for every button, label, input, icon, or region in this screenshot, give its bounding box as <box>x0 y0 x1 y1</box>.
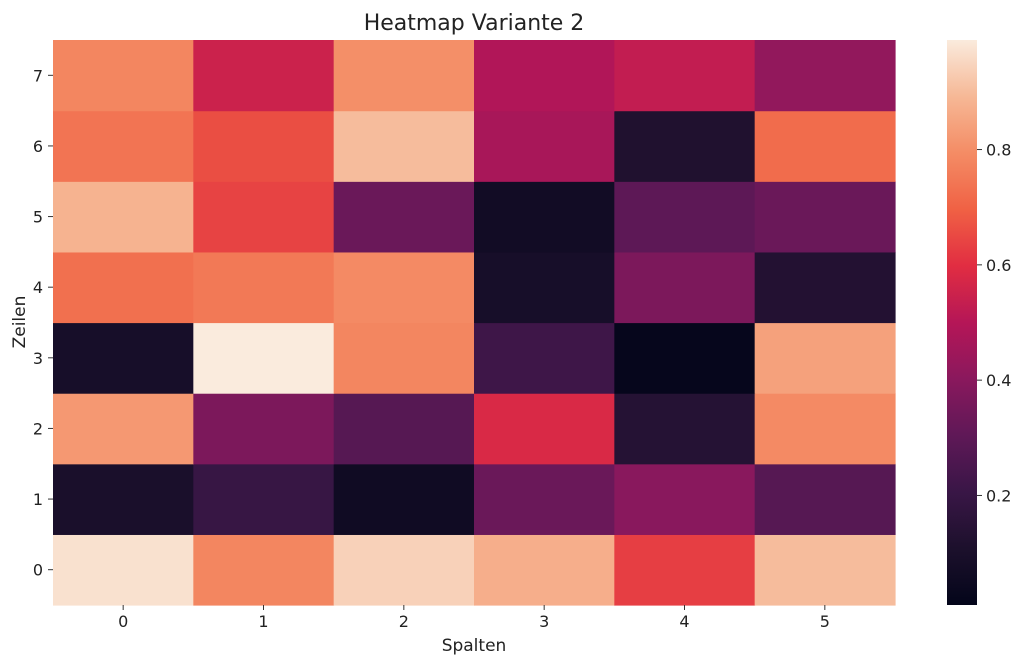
heatmap-cell <box>333 322 475 394</box>
heatmap-cell <box>333 463 475 535</box>
heatmap-cell <box>333 393 475 465</box>
heatmap-cell <box>53 534 194 606</box>
colorbar <box>947 40 977 605</box>
heatmap-cell <box>333 40 475 112</box>
x-tick-label: 2 <box>399 612 409 631</box>
y-tick-label: 4 <box>33 278 43 297</box>
chart-title: Heatmap Variante 2 <box>364 11 585 36</box>
heatmap-cell <box>474 534 615 606</box>
heatmap-cell <box>614 463 756 535</box>
heatmap-cell <box>193 393 335 465</box>
heatmap-cell <box>754 393 896 465</box>
heatmap-cell <box>193 40 335 112</box>
heatmap-cell <box>193 110 335 182</box>
heatmap-cell <box>474 40 615 112</box>
y-axis-title: Zeilen <box>10 296 30 349</box>
heatmap-cell <box>193 322 335 394</box>
heatmap-cell <box>474 393 615 465</box>
colorbar-tick-label: 0.6 <box>986 256 1011 275</box>
y-tick-label: 6 <box>33 137 43 156</box>
heatmap-cell <box>614 251 756 324</box>
heatmap-cell <box>614 40 756 112</box>
heatmap-cell <box>333 251 475 324</box>
heatmap-cell <box>333 110 475 182</box>
heatmap-cell <box>53 322 194 394</box>
heatmap-cell <box>474 181 615 253</box>
heatmap-cell <box>614 322 756 394</box>
heatmap-cell <box>614 181 756 253</box>
colorbar-ticks: 0.2 0.4 0.6 0.8 <box>977 141 1011 505</box>
heatmap-cell <box>53 463 194 535</box>
heatmap-cell <box>754 463 896 535</box>
heatmap-cell <box>193 181 335 253</box>
heatmap-cell <box>193 251 335 324</box>
y-axis-ticks: 0 1 2 3 4 5 6 7 <box>33 66 53 580</box>
heatmap-cell <box>53 181 194 253</box>
x-tick-label: 0 <box>118 612 128 631</box>
heatmap-cell <box>754 40 896 112</box>
colorbar-tick-label: 0.2 <box>986 486 1011 505</box>
x-tick-label: 1 <box>258 612 268 631</box>
x-tick-label: 3 <box>539 612 549 631</box>
heatmap-cell <box>754 534 896 606</box>
x-tick-label: 5 <box>820 612 830 631</box>
x-axis-title: Spalten <box>442 636 507 656</box>
heatmap-cell <box>53 393 194 465</box>
y-tick-label: 0 <box>33 561 43 580</box>
heatmap-cell <box>474 322 615 394</box>
heatmap-cell <box>614 393 756 465</box>
heatmap-cell <box>474 110 615 182</box>
y-tick-label: 2 <box>33 419 43 438</box>
heatmap-cell <box>754 181 896 253</box>
heatmap-cell <box>333 181 475 253</box>
heatmap-cell <box>333 534 475 606</box>
heatmap-cell <box>53 40 194 112</box>
heatmap-cell <box>614 534 756 606</box>
heatmap-cell <box>754 110 896 182</box>
heatmap-cell <box>474 463 615 535</box>
colorbar-tick-label: 0.8 <box>986 141 1011 160</box>
heatmap-cell <box>193 534 335 606</box>
heatmap-cell <box>614 110 756 182</box>
x-tick-label: 4 <box>679 612 689 631</box>
y-tick-label: 1 <box>33 490 43 509</box>
y-tick-label: 5 <box>33 208 43 227</box>
colorbar-tick-label: 0.4 <box>986 371 1011 390</box>
heatmap-cell <box>754 251 896 324</box>
x-axis-ticks: 0 1 2 3 4 5 <box>118 605 830 631</box>
y-tick-label: 3 <box>33 349 43 368</box>
heatmap-cell <box>53 251 194 324</box>
heatmap-cell <box>193 463 335 535</box>
y-tick-label: 7 <box>33 66 43 85</box>
heatmap-cell <box>53 110 194 182</box>
heatmap-cell <box>754 322 896 394</box>
heatmap-cell <box>474 251 615 324</box>
heatmap-cells <box>53 40 896 606</box>
